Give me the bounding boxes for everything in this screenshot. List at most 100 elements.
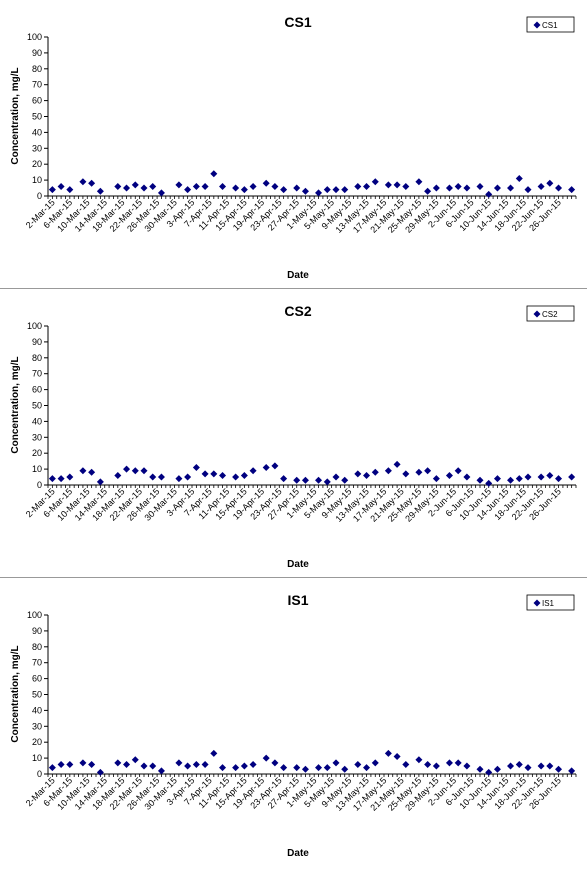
data-point bbox=[123, 760, 131, 768]
data-point bbox=[393, 460, 401, 468]
data-point bbox=[568, 186, 576, 194]
data-point bbox=[371, 468, 379, 476]
y-tick-label: 10 bbox=[32, 464, 42, 474]
data-point bbox=[555, 765, 563, 773]
data-point bbox=[537, 762, 545, 770]
data-point bbox=[157, 189, 165, 197]
data-point bbox=[476, 182, 484, 190]
y-tick-label: 100 bbox=[27, 321, 42, 331]
data-point bbox=[66, 473, 74, 481]
data-point bbox=[424, 187, 432, 195]
data-point bbox=[507, 476, 515, 484]
legend-marker bbox=[533, 21, 541, 29]
panel-divider bbox=[0, 288, 587, 289]
data-point bbox=[515, 475, 523, 483]
y-tick-label: 40 bbox=[32, 416, 42, 426]
data-point bbox=[515, 175, 523, 183]
data-point bbox=[210, 749, 218, 757]
y-tick-label: 50 bbox=[32, 112, 42, 122]
data-point bbox=[79, 178, 87, 186]
data-point bbox=[192, 464, 200, 472]
data-point bbox=[301, 187, 309, 195]
data-point bbox=[192, 760, 200, 768]
data-point bbox=[262, 179, 270, 187]
data-point bbox=[293, 184, 301, 192]
data-point bbox=[232, 473, 240, 481]
y-tick-label: 30 bbox=[32, 143, 42, 153]
legend-label: CS2 bbox=[542, 310, 558, 319]
data-point bbox=[301, 765, 309, 773]
data-point bbox=[88, 179, 96, 187]
chart-panel-cs2: CS2 0 10 20 30 40 50 60 70 80 90 100 2-Mar-15 6-Mar-1… bbox=[0, 289, 587, 577]
data-point bbox=[323, 186, 331, 194]
data-point bbox=[157, 767, 165, 775]
data-point bbox=[114, 759, 122, 767]
y-tick-label: 70 bbox=[32, 658, 42, 668]
data-point bbox=[149, 182, 157, 190]
data-point bbox=[184, 186, 192, 194]
data-point bbox=[546, 179, 554, 187]
data-point bbox=[415, 756, 423, 764]
data-point bbox=[384, 181, 392, 189]
data-point bbox=[493, 765, 501, 773]
data-point bbox=[354, 760, 362, 768]
data-point bbox=[555, 475, 563, 483]
data-point bbox=[546, 471, 554, 479]
data-point bbox=[445, 184, 453, 192]
data-point bbox=[249, 760, 257, 768]
data-point bbox=[280, 764, 288, 772]
data-point bbox=[48, 186, 56, 194]
data-point bbox=[271, 759, 279, 767]
legend-marker bbox=[533, 310, 541, 318]
data-point bbox=[123, 465, 131, 473]
y-tick-label: 40 bbox=[32, 705, 42, 715]
data-point bbox=[463, 762, 471, 770]
y-tick-label: 90 bbox=[32, 337, 42, 347]
data-point bbox=[371, 759, 379, 767]
data-point bbox=[271, 462, 279, 470]
data-point bbox=[415, 468, 423, 476]
data-point bbox=[57, 760, 65, 768]
y-tick-label: 60 bbox=[32, 385, 42, 395]
data-point bbox=[515, 760, 523, 768]
data-point bbox=[280, 186, 288, 194]
data-point bbox=[140, 467, 148, 475]
data-point bbox=[332, 186, 340, 194]
y-tick-label: 90 bbox=[32, 48, 42, 58]
data-point bbox=[485, 479, 493, 487]
data-point bbox=[454, 759, 462, 767]
legend-label: IS1 bbox=[542, 599, 555, 608]
data-point bbox=[424, 467, 432, 475]
x-axis-title: Date bbox=[287, 270, 309, 281]
data-point bbox=[476, 476, 484, 484]
y-tick-label: 80 bbox=[32, 642, 42, 652]
data-point bbox=[315, 189, 323, 197]
data-point bbox=[293, 764, 301, 772]
data-point bbox=[175, 759, 183, 767]
y-tick-label: 20 bbox=[32, 448, 42, 458]
data-point bbox=[219, 182, 227, 190]
data-point bbox=[341, 476, 349, 484]
data-point bbox=[315, 476, 323, 484]
data-point bbox=[175, 181, 183, 189]
y-tick-label: 90 bbox=[32, 626, 42, 636]
data-point bbox=[249, 182, 257, 190]
data-point bbox=[301, 476, 309, 484]
data-point bbox=[454, 467, 462, 475]
y-tick-label: 60 bbox=[32, 96, 42, 106]
data-point bbox=[57, 182, 65, 190]
data-point bbox=[210, 170, 218, 178]
data-point bbox=[48, 475, 56, 483]
data-point bbox=[210, 470, 218, 478]
data-point bbox=[262, 754, 270, 762]
data-point bbox=[524, 764, 532, 772]
data-point bbox=[432, 475, 440, 483]
y-tick-label: 100 bbox=[27, 32, 42, 42]
data-point bbox=[79, 759, 87, 767]
data-point bbox=[332, 473, 340, 481]
data-point bbox=[323, 764, 331, 772]
y-tick-label: 50 bbox=[32, 401, 42, 411]
data-point bbox=[463, 473, 471, 481]
y-axis-title: Concentration, mg/L bbox=[10, 356, 21, 453]
y-axis-title: Concentration, mg/L bbox=[10, 67, 21, 164]
